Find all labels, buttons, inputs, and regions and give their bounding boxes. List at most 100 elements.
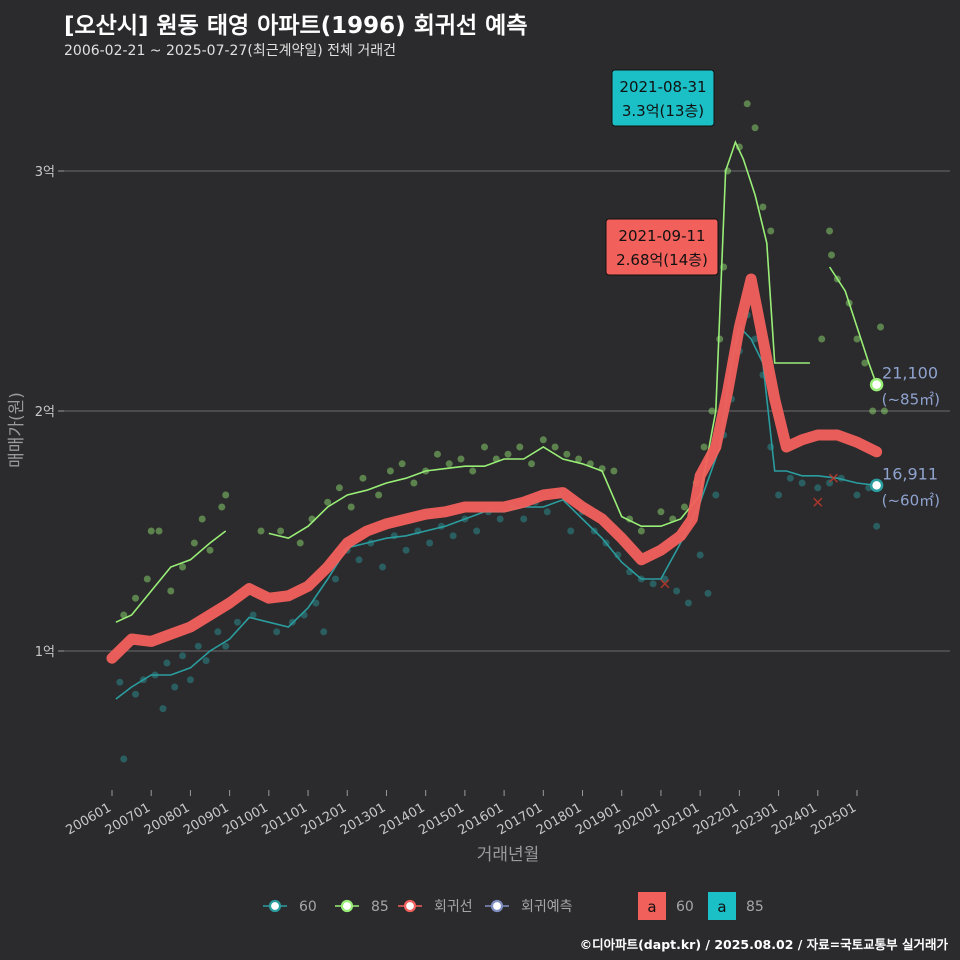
- legend-key-marker: [268, 899, 282, 913]
- scatter-point-60: [426, 539, 434, 547]
- scatter-point-60: [704, 589, 712, 597]
- scatter-point-85: [222, 491, 230, 499]
- series-line-60: [115, 325, 877, 700]
- scatter-point-60: [496, 515, 504, 523]
- scatter-point-60: [355, 556, 363, 564]
- scatter-point-60: [684, 599, 692, 607]
- scatter-point-60: [312, 599, 320, 607]
- scatter-point-85: [206, 546, 214, 554]
- scatter-point-60: [712, 491, 720, 499]
- scatter-point-60: [673, 587, 681, 595]
- scatter-point-60: [120, 755, 128, 763]
- series-line-85: [828, 266, 878, 385]
- scatter-point-85: [575, 455, 583, 463]
- legend-label: 60: [299, 899, 317, 915]
- x-axis-title: 거래년월: [477, 845, 540, 865]
- scatter-point-85: [143, 575, 151, 583]
- legend-label-box-letter: a: [647, 898, 656, 916]
- scatter-point-85: [716, 335, 724, 343]
- legend-label-box: [638, 892, 666, 920]
- scatter-point-60: [661, 575, 669, 583]
- scatter-point-85: [457, 455, 465, 463]
- annotation-price: 3.3억(13층): [622, 102, 704, 120]
- scatter-point-60: [473, 527, 481, 535]
- prediction-mark: [660, 579, 670, 589]
- scatter-point-60: [233, 618, 241, 626]
- scatter-point-60: [543, 508, 551, 516]
- legend-label: 85: [371, 899, 389, 915]
- scatter-point-85: [347, 503, 355, 511]
- scatter-point-60: [273, 628, 281, 636]
- annotation-box: [605, 218, 719, 276]
- scatter-point-85: [680, 503, 688, 511]
- scatter-point-85: [637, 527, 645, 535]
- scatter-point-85: [359, 474, 367, 482]
- end-labels: 21,100 (~85㎡) 16,911 (~60㎡): [869, 364, 940, 509]
- scatter-point-85: [877, 323, 885, 331]
- scatter-point-60: [171, 683, 179, 691]
- scatter-point-85: [375, 491, 383, 499]
- end-label-value: 21,100: [882, 364, 938, 383]
- scatter-point-60: [332, 575, 339, 583]
- scatter-point-85: [516, 443, 524, 451]
- legend-label: 회귀선: [434, 899, 473, 915]
- scatter-point-85: [708, 407, 716, 415]
- series-line-85: [268, 140, 810, 540]
- annotations: 2021-08-31 3.3억(13층) 2021-09-11 2.68억(14층): [605, 69, 719, 276]
- scatter-point-60: [320, 628, 328, 636]
- y-tick-label: 2억: [35, 405, 55, 420]
- scatter-point-85: [198, 515, 206, 523]
- scatter-point-60: [379, 563, 387, 571]
- scatter-point-85: [657, 508, 665, 516]
- prediction-mark: [828, 473, 839, 483]
- legend-key-marker: [490, 899, 504, 913]
- scatter-points: [116, 100, 888, 763]
- scatter-point-85: [828, 251, 836, 259]
- scatter-point-85: [147, 527, 155, 535]
- chart-subtitle: 2006-02-21 ~ 2025-07-27(최근계약일) 전체 거래건: [64, 43, 396, 59]
- scatter-point-85: [324, 498, 332, 506]
- scatter-point-85: [218, 503, 226, 511]
- scatter-point-85: [190, 539, 198, 547]
- scatter-point-60: [186, 676, 194, 684]
- scatter-point-85: [504, 450, 512, 458]
- scatter-point-60: [222, 642, 230, 650]
- end-label-value: 16,911: [882, 464, 938, 483]
- scatter-point-60: [775, 491, 783, 499]
- x-tick-label: 202501: [809, 800, 859, 838]
- series-lines: [106, 140, 883, 700]
- scatter-point-60: [214, 628, 222, 636]
- end-point-60: [869, 478, 884, 493]
- scatter-point-60: [159, 705, 167, 713]
- scatter-point-60: [767, 443, 775, 451]
- y-tick-label: 1억: [35, 645, 55, 660]
- scatter-point-85: [155, 527, 163, 535]
- scatter-point-85: [539, 436, 547, 444]
- scatter-point-60: [449, 532, 457, 540]
- scatter-point-85: [551, 443, 559, 451]
- scatter-point-60: [194, 642, 202, 650]
- scatter-point-85: [610, 467, 618, 475]
- prediction-mark: [813, 497, 823, 507]
- legend-label-box-letter: a: [717, 898, 726, 916]
- scatter-point-60: [249, 611, 257, 619]
- scatter-point-85: [700, 443, 708, 451]
- annotation-box: [611, 69, 715, 127]
- scatter-point-85: [853, 335, 861, 343]
- scatter-point-60: [853, 491, 861, 499]
- prediction-points: [660, 473, 839, 589]
- scatter-point-85: [563, 450, 571, 458]
- scatter-point-85: [120, 611, 128, 619]
- annotation-date: 2021-09-11: [618, 227, 705, 245]
- scatter-point-85: [869, 407, 877, 415]
- source-caption: ©디아파트(dapt.kr) / 2025.08.02 / 자료=국토교통부 실…: [579, 937, 948, 952]
- scatter-point-60: [696, 551, 704, 559]
- scatter-point-85: [296, 539, 304, 547]
- scatter-point-60: [751, 335, 759, 343]
- scatter-point-85: [826, 227, 834, 235]
- y-tick-label: 3억: [35, 165, 55, 180]
- legend-label: 회귀예측: [521, 899, 573, 915]
- scatter-point-60: [814, 484, 822, 492]
- chart-title: [오산시] 원동 태영 아파트(1996) 회귀선 예측: [64, 13, 528, 39]
